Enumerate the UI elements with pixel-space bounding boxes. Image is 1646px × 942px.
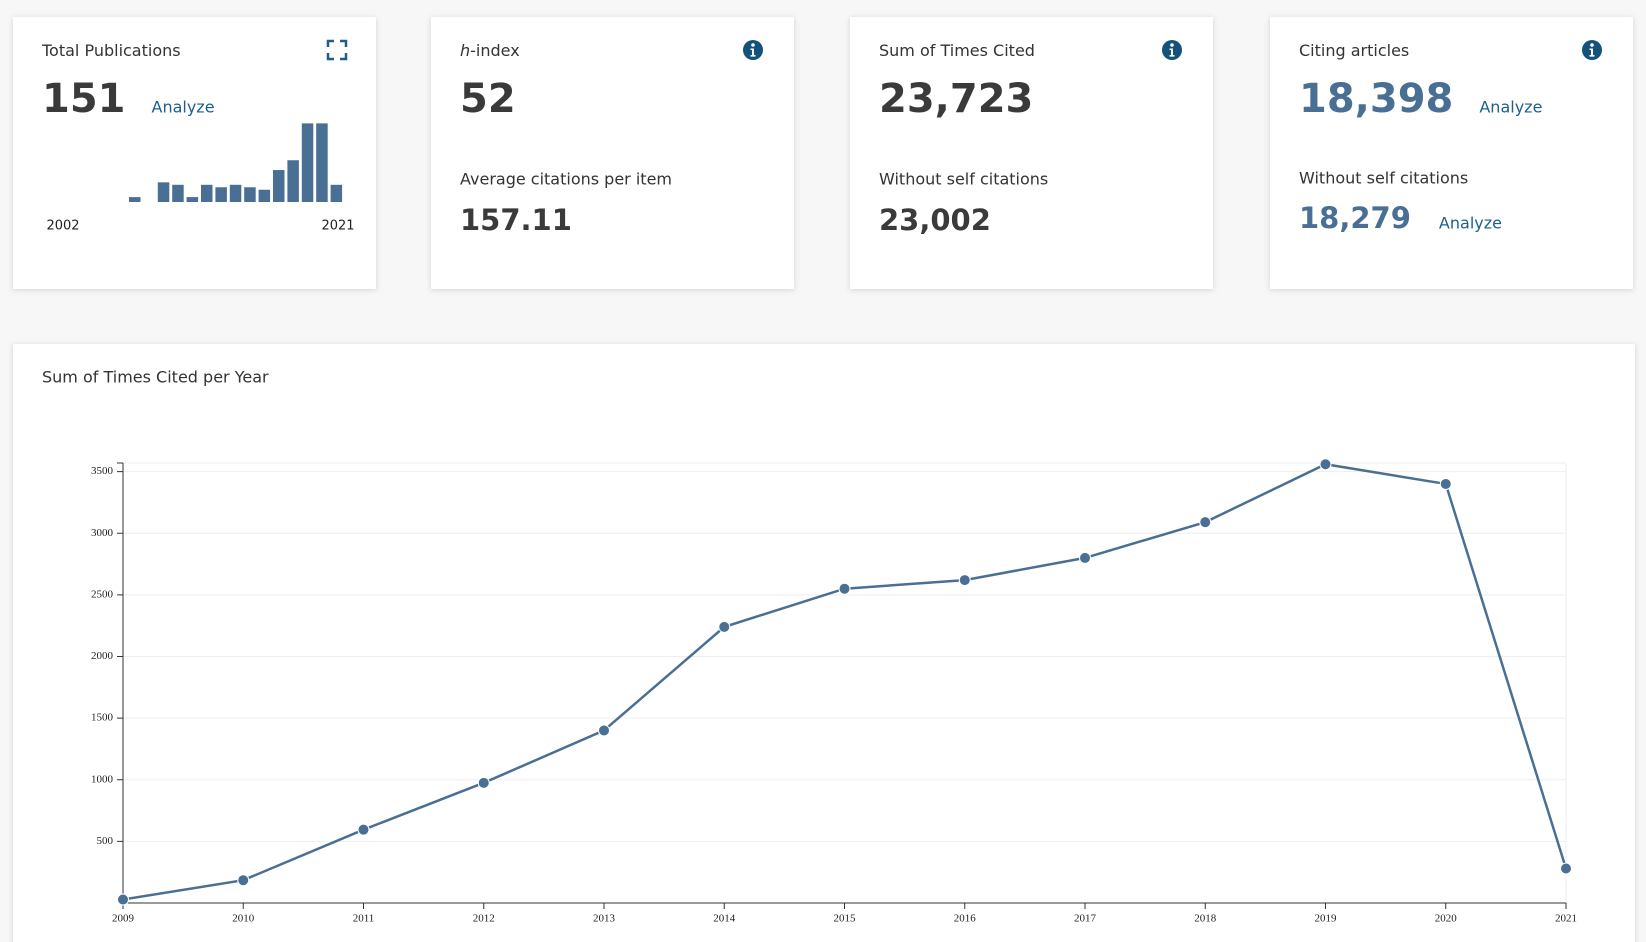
mini-bar [273,170,285,202]
expand-icon[interactable] [326,39,348,61]
card-subvalue: 23,002 [879,203,991,237]
stat-card: Total Publications 151 Analyze [13,17,376,289]
data-point [958,574,971,587]
y-tick-label: 3500 [91,465,114,477]
mini-bar [258,189,271,202]
y-tick-label: 500 [97,835,114,847]
y-tick-label: 2500 [91,588,114,600]
mini-start-label: 2002 [46,219,79,234]
chart-title: Sum of Times Cited per Year [42,368,269,387]
card-box [850,17,1213,289]
mini-bar [229,184,242,202]
card-subtitle: Without self citations [1299,169,1468,188]
card-title: Sum of Times Cited [879,41,1035,60]
x-tick-label: 2020 [1435,913,1458,925]
card-subtitle: Average citations per item [460,170,672,189]
card-subvalue: 18,279 [1299,201,1411,235]
card-subvalue: 157.11 [460,203,572,237]
mini-bar [186,197,199,202]
card-title-italic: h [460,41,470,60]
card-title-text: Total Publications [41,41,181,60]
data-point [1319,458,1332,471]
x-tick-label: 2010 [232,913,255,925]
data-point [117,893,129,906]
x-tick-label: 2011 [353,913,375,925]
info-bar [750,48,756,57]
info-dot [1170,43,1174,47]
info-bar [1169,48,1175,57]
analyze-link[interactable]: Analyze [1439,214,1502,233]
card-title: Total Publications [41,41,181,60]
mini-chart: 2002 2021 [46,123,355,234]
x-tick-label: 2021 [1555,913,1577,925]
data-point [598,724,610,737]
mini-bar [330,184,343,202]
mini-bar [244,187,256,202]
info-dot [751,43,755,47]
analyze-link[interactable]: Analyze [152,98,215,117]
card-box [431,17,794,289]
stat-card: h-index 52 Average citations per item 157.1… [431,17,794,289]
mini-bar [157,182,170,202]
mini-bar [287,160,299,202]
card-value: 18,398 [1299,76,1453,122]
card-value: 151 [42,76,126,122]
x-tick-label: 2018 [1194,913,1217,925]
data-point [1560,862,1572,875]
y-tick-label: 3000 [91,527,114,539]
info-bar [1589,48,1595,57]
x-tick-label: 2012 [473,913,495,925]
data-point [477,776,490,789]
info-icon[interactable] [743,40,763,60]
mini-bar [129,197,141,202]
card-title-text: Sum of Times Cited [879,41,1035,60]
card-value: 52 [460,76,516,122]
x-tick-label: 2017 [1074,913,1097,925]
info-icon[interactable] [1162,40,1182,60]
card-title: Citing articles [1299,41,1409,60]
card-title-text: -index [470,41,520,60]
mini-bar [316,123,328,202]
mini-bar [301,123,314,202]
x-tick-label: 2013 [593,913,616,925]
card-title-text: Citing articles [1299,41,1409,60]
x-tick-label: 2015 [834,913,857,925]
mini-bar [172,184,184,202]
data-point [838,582,851,595]
y-tick-label: 1000 [91,773,114,785]
data-point [1439,477,1452,490]
data-point [1199,516,1212,529]
data-point [357,823,370,836]
stat-card: Citing articles 18,398 Analyze Without self… [1270,17,1633,289]
analyze-link[interactable]: Analyze [1479,98,1542,117]
x-tick-label: 2009 [112,913,135,925]
card-box [1270,17,1633,289]
x-tick-label: 2019 [1315,913,1338,925]
data-point [718,620,731,633]
mini-bar [201,184,213,202]
x-tick-label: 2016 [954,913,977,925]
y-tick-label: 2000 [91,650,114,662]
card-box [13,17,376,289]
card-title: h-index [460,41,520,60]
info-icon[interactable] [1582,40,1602,60]
data-point [237,874,250,887]
card-subtitle: Without self citations [879,170,1048,189]
y-tick-label: 1500 [91,712,114,724]
data-point [1079,551,1091,564]
card-value: 23,723 [879,76,1033,122]
x-tick-label: 2014 [713,913,736,925]
stat-card: Sum of Times Cited 23,723 Without self cit… [850,17,1213,289]
chart-panel [13,344,1635,942]
info-dot [1590,43,1594,47]
mini-end-label: 2021 [321,219,354,234]
mini-bar [215,187,227,202]
